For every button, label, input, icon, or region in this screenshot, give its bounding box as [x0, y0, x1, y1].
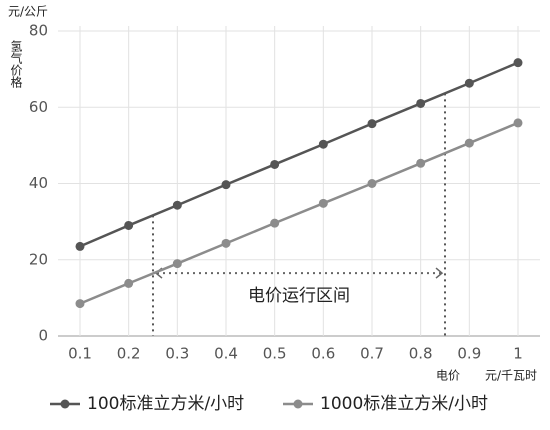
x-tick-label: 1 [513, 345, 523, 363]
x-tick-label: 0.8 [409, 345, 433, 363]
point [221, 238, 231, 248]
y-tick-label: 60 [29, 98, 48, 116]
point [270, 159, 280, 169]
point [75, 299, 85, 309]
y-tick-label: 40 [29, 174, 48, 192]
legend-label: 1000标准立方米/小时 [320, 394, 488, 414]
point [270, 218, 280, 228]
point [416, 98, 426, 108]
point [416, 158, 426, 168]
point [124, 220, 134, 230]
x-tick-label: 0.5 [263, 345, 287, 363]
legend-marker [293, 399, 303, 409]
point [124, 278, 134, 288]
x-unit: 元/千瓦时 [485, 369, 537, 383]
point [464, 78, 474, 88]
y-tick-label: 80 [29, 22, 48, 40]
point [75, 241, 85, 251]
x-tick-label: 0.1 [68, 345, 92, 363]
point [513, 58, 523, 68]
legend-marker [60, 399, 70, 409]
point [318, 198, 328, 208]
x-tick-label: 0.9 [457, 345, 481, 363]
x-tick-label: 0.2 [117, 345, 141, 363]
point [172, 259, 182, 269]
x-label: 电价 [436, 369, 460, 383]
series-line [79, 121, 519, 305]
point [221, 180, 231, 190]
point [318, 139, 328, 149]
series-line [79, 61, 519, 248]
point [172, 200, 182, 210]
y-tick-label: 20 [29, 250, 48, 268]
x-tick-label: 0.4 [214, 345, 238, 363]
arrow-head [435, 267, 444, 279]
x-tick-label: 0.3 [165, 345, 189, 363]
point [367, 119, 377, 129]
point [464, 138, 474, 148]
y-tick-label: 0 [38, 327, 48, 345]
point [513, 118, 523, 128]
x-tick-label: 0.6 [311, 345, 335, 363]
x-tick-label: 0.7 [360, 345, 384, 363]
legend-label: 100标准立方米/小时 [87, 394, 244, 414]
y-unit: 元/公斤 [8, 5, 48, 19]
y-label: 氢气价格 [9, 39, 23, 88]
range-label: 电价运行区间 [248, 286, 350, 306]
point [367, 179, 377, 188]
